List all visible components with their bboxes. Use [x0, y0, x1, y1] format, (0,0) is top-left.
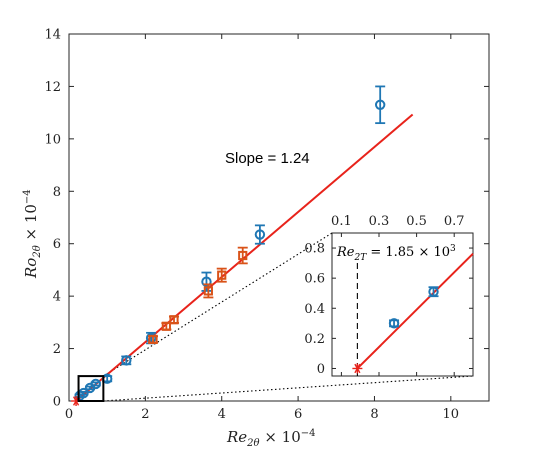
- y-tick-label: 8: [53, 185, 61, 200]
- x-tick-label: 0: [65, 407, 73, 422]
- data-marker-square: [217, 270, 227, 280]
- main-y-ticks: 0 2 4 6 8 10 12 14: [44, 28, 489, 410]
- data-point-blue: [90, 378, 101, 390]
- main-x-ticks: 0 2 4 6 8 10: [65, 34, 459, 422]
- data-point-blue: [121, 355, 132, 366]
- slope-annotation: Slope = 1.24: [225, 150, 310, 167]
- inset-y-ticks: 0 0.2 0.4 0.6 0.8: [304, 242, 473, 377]
- data-point-blue: [374, 85, 386, 125]
- x-tick-label: 10: [443, 407, 460, 422]
- inset-fit-line: [356, 252, 474, 370]
- data-point-orange: [216, 267, 227, 283]
- inset-plot: 0.1 0.3 0.5 0.7 0 0.2 0.4 0.6 0.8 Re2T = 1.85 ×…: [304, 214, 474, 377]
- data-marker-circle: [201, 276, 212, 287]
- zoom-guide-line-top: [103, 232, 333, 377]
- data-marker-circle: [90, 378, 101, 390]
- y-tick-label: 2: [53, 342, 61, 357]
- main-plot-area: [71, 85, 414, 406]
- zoom-guide-line-bottom: [103, 375, 474, 402]
- data-marker-circle: [254, 229, 266, 240]
- y-tick-label: 12: [44, 80, 61, 95]
- fit-line: [75, 113, 414, 402]
- data-marker-square: [203, 286, 213, 296]
- data-marker-circle: [121, 355, 132, 366]
- data-point-orange: [169, 315, 179, 325]
- data-marker-square: [238, 250, 248, 261]
- main-plot-axes: 0 2 4 6 8 10 0 2 4 6 8 10 12 14: [44, 28, 490, 422]
- data-marker-square: [161, 321, 171, 331]
- inset-y-tick-label: 0.8: [304, 242, 325, 257]
- y-tick-label: 0: [53, 395, 61, 410]
- y-tick-label: 4: [53, 290, 61, 305]
- y-tick-label: 14: [44, 28, 61, 43]
- inset-data-point: [428, 286, 439, 298]
- inset-annotation: Re2T = 1.85 × 103: [336, 244, 456, 263]
- zoom-guide-lines: [103, 232, 474, 402]
- inset-x-tick-label: 0.1: [331, 214, 352, 229]
- data-point-blue: [254, 224, 266, 245]
- inset-x-tick-label: 0.3: [369, 214, 390, 229]
- inset-data-point: [388, 318, 400, 329]
- x-tick-label: 6: [294, 407, 302, 422]
- inset-y-tick-label: 0.6: [304, 272, 325, 287]
- inset-y-tick-label: 0: [317, 362, 325, 377]
- inset-y-tick-label: 0.2: [304, 332, 325, 347]
- x-tick-label: 2: [141, 407, 149, 422]
- data-marker-circle: [374, 99, 386, 110]
- inset-frame: [331, 232, 474, 377]
- zoom-box: [77, 375, 105, 403]
- data-marker-square: [148, 334, 158, 344]
- y-tick-label: 10: [44, 132, 61, 147]
- inset-y-tick-label: 0.4: [304, 302, 325, 317]
- inset-plot-area: [352, 252, 474, 376]
- data-marker-square: [169, 315, 179, 325]
- data-marker-circle: [428, 286, 439, 297]
- main-plot-frame: [68, 33, 490, 402]
- x-tick-label: 4: [218, 407, 226, 422]
- inset-transition-point-marker: [352, 363, 363, 374]
- inset-x-tick-label: 0.7: [444, 214, 465, 229]
- y-tick-label: 6: [53, 237, 61, 252]
- inset-x-tick-label: 0.5: [406, 214, 427, 229]
- x-tick-label: 8: [370, 407, 378, 422]
- y-axis-label: Ro2θ × 10−4: [22, 189, 43, 279]
- data-point-orange: [237, 246, 248, 265]
- x-axis-label: Re2θ × 10−4: [226, 428, 316, 449]
- data-point-orange: [203, 283, 214, 299]
- inset-x-ticks: 0.1 0.3 0.5 0.7: [331, 214, 465, 376]
- data-point-orange: [148, 334, 158, 344]
- data-marker-circle: [388, 318, 400, 329]
